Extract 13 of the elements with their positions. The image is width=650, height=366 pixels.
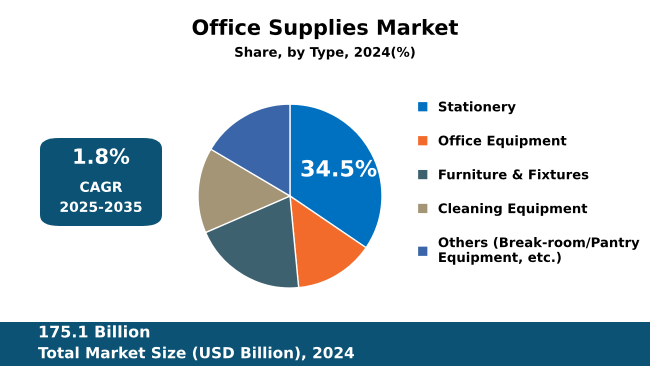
chart-title: Office Supplies Market [192,18,458,40]
text: 175.1 Billion [40,325,150,338]
text: Total Market Size (USD Billion), 2024 [38,346,354,360]
data-label: 34.5% [302,160,376,177]
legend-label: Furniture & Fixtures [439,169,588,180]
legend-label: Others (Break-room/Pantry Equipment, etc.) [438,237,640,265]
chart-subtitle: Share, by Type, 2024(%) [235,46,415,60]
legend-label: Office Equipment [438,135,566,148]
legend-label: Stationery [438,101,516,114]
legend-label: Cleaning Equipment [438,203,588,216]
text: CAGR [80,182,122,192]
text: 1.8% [74,148,130,164]
text: 2025-2035 [60,202,142,212]
